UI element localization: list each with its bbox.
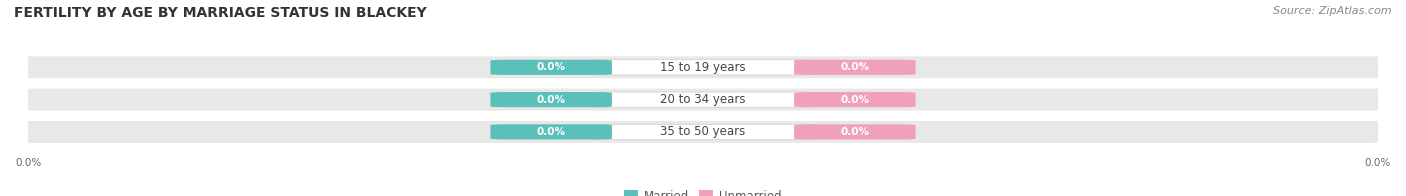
Text: 0.0%: 0.0% — [841, 62, 869, 72]
FancyBboxPatch shape — [794, 92, 915, 107]
FancyBboxPatch shape — [8, 121, 1398, 143]
Text: 35 to 50 years: 35 to 50 years — [661, 125, 745, 138]
FancyBboxPatch shape — [592, 124, 814, 140]
FancyBboxPatch shape — [592, 92, 814, 107]
FancyBboxPatch shape — [491, 60, 612, 75]
Text: 0.0%: 0.0% — [537, 127, 565, 137]
Text: 20 to 34 years: 20 to 34 years — [661, 93, 745, 106]
FancyBboxPatch shape — [491, 124, 612, 140]
Text: Source: ZipAtlas.com: Source: ZipAtlas.com — [1274, 6, 1392, 16]
FancyBboxPatch shape — [8, 89, 1398, 111]
Text: 0.0%: 0.0% — [841, 127, 869, 137]
Text: 0.0%: 0.0% — [841, 95, 869, 105]
Text: FERTILITY BY AGE BY MARRIAGE STATUS IN BLACKEY: FERTILITY BY AGE BY MARRIAGE STATUS IN B… — [14, 6, 427, 20]
FancyBboxPatch shape — [592, 60, 814, 75]
FancyBboxPatch shape — [794, 124, 915, 140]
Text: 15 to 19 years: 15 to 19 years — [661, 61, 745, 74]
Legend: Married, Unmarried: Married, Unmarried — [620, 185, 786, 196]
Text: 0.0%: 0.0% — [537, 95, 565, 105]
FancyBboxPatch shape — [8, 56, 1398, 78]
Text: 0.0%: 0.0% — [537, 62, 565, 72]
FancyBboxPatch shape — [491, 92, 612, 107]
FancyBboxPatch shape — [794, 60, 915, 75]
